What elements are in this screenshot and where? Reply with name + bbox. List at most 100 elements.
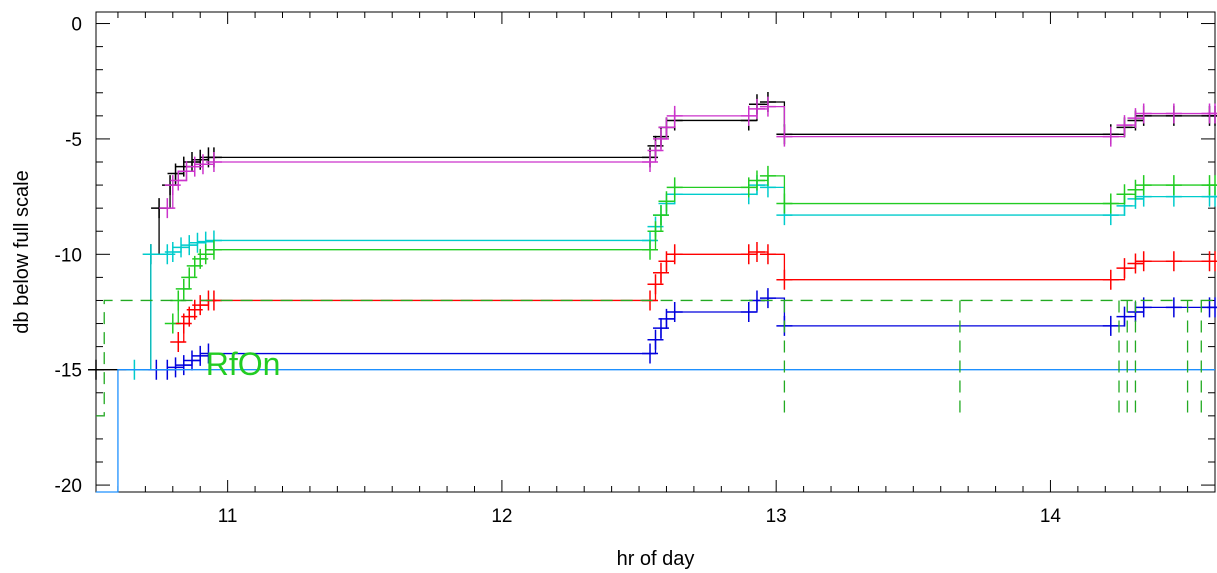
data-point-marker	[658, 308, 675, 329]
y-axis-label: db below full scale	[11, 170, 33, 333]
data-point-marker	[1102, 315, 1119, 336]
data-point-marker	[1102, 126, 1119, 147]
data-point-marker	[647, 274, 664, 295]
data-point-marker	[748, 98, 765, 119]
data-point-marker	[159, 198, 176, 219]
data-point-marker	[1165, 297, 1182, 318]
data-point-marker	[1207, 103, 1217, 124]
data-point-marker	[759, 288, 776, 309]
data-point-marker	[1135, 251, 1152, 272]
data-point-marker	[167, 357, 184, 378]
data-point-marker	[88, 359, 104, 380]
data-point-marker	[652, 262, 669, 283]
series-layer	[88, 92, 1217, 493]
data-point-marker	[142, 244, 159, 265]
data-point-marker	[748, 242, 765, 262]
series-group	[126, 175, 1217, 380]
data-point-marker	[200, 343, 217, 364]
data-point-marker	[175, 355, 192, 376]
data-point-marker	[164, 242, 181, 262]
data-point-marker	[183, 350, 200, 371]
x-tick-label: 12	[491, 506, 512, 527]
data-point-marker	[776, 269, 793, 290]
data-point-marker	[1127, 179, 1144, 200]
x-axis-label: hr of day	[617, 548, 695, 570]
series-group	[96, 299, 1215, 417]
data-point-marker	[1135, 175, 1152, 196]
data-point-marker	[1207, 251, 1217, 272]
data-point-marker	[192, 345, 209, 366]
data-point-marker	[170, 170, 187, 191]
data-point-marker	[181, 235, 198, 256]
series-group	[159, 96, 1217, 219]
data-point-marker	[186, 156, 203, 177]
data-point-marker	[1127, 253, 1144, 274]
y-tick-label: 0	[71, 15, 82, 36]
x-tick-label: 11	[218, 506, 238, 527]
data-point-marker	[776, 193, 793, 214]
data-point-marker	[1116, 115, 1133, 136]
data-point-marker	[1127, 108, 1144, 129]
data-point-marker	[170, 332, 187, 352]
data-point-marker	[197, 244, 214, 265]
series-group	[88, 92, 1217, 380]
data-point-marker	[759, 96, 776, 117]
data-point-marker	[652, 128, 669, 149]
data-point-marker	[1102, 269, 1119, 290]
series-group	[148, 288, 1217, 380]
series-line	[178, 251, 1215, 343]
data-point-marker	[658, 191, 675, 212]
x-tick-label: 14	[1040, 506, 1062, 527]
data-point-marker	[1116, 258, 1133, 279]
series-line	[172, 175, 1215, 325]
series-group	[96, 369, 1215, 493]
data-point-marker	[173, 237, 190, 258]
series-group	[170, 242, 1217, 352]
data-point-marker	[647, 329, 664, 350]
series-line	[96, 369, 1215, 493]
data-point-marker	[647, 221, 664, 242]
data-point-marker	[642, 343, 659, 364]
data-point-marker	[740, 302, 757, 322]
data-point-marker	[194, 154, 211, 175]
data-point-marker	[1102, 193, 1119, 214]
data-point-marker	[205, 239, 222, 260]
data-point-marker	[740, 177, 757, 198]
data-point-marker	[748, 170, 765, 191]
data-point-marker	[181, 267, 198, 288]
data-point-marker	[740, 244, 757, 265]
data-point-marker	[666, 244, 683, 265]
data-point-marker	[666, 177, 683, 198]
data-point-marker	[658, 251, 675, 272]
data-point-marker	[658, 117, 675, 138]
axes: 11 12 13 14 0 -5 -10 -15 -20	[55, 12, 1216, 527]
data-point-marker	[652, 205, 669, 226]
data-point-marker	[1165, 103, 1182, 124]
y-tick-label: -5	[65, 130, 82, 151]
data-point-marker	[759, 165, 776, 186]
data-point-marker	[740, 105, 757, 126]
data-point-marker	[1135, 103, 1152, 124]
x-tick-label: 13	[766, 506, 787, 527]
series-line	[134, 184, 1215, 371]
data-point-marker	[1116, 184, 1133, 205]
series-line	[96, 299, 1215, 417]
plot-frame	[95, 11, 1216, 493]
plot-border	[95, 11, 1216, 493]
data-point-marker	[1165, 251, 1182, 272]
data-point-marker	[205, 152, 222, 172]
data-point-marker	[1207, 297, 1217, 318]
data-point-marker	[642, 239, 659, 260]
data-point-marker	[178, 161, 195, 182]
data-point-marker	[759, 244, 776, 265]
data-point-marker	[776, 126, 793, 147]
y-tick-label: -15	[55, 361, 82, 382]
data-point-marker	[642, 152, 659, 172]
data-point-marker	[189, 232, 206, 253]
rfon-annotation: RfOn	[206, 346, 281, 382]
data-point-marker	[666, 105, 683, 126]
data-point-marker	[647, 140, 664, 161]
series-line	[156, 297, 1215, 371]
y-tick-label: -20	[55, 476, 82, 497]
